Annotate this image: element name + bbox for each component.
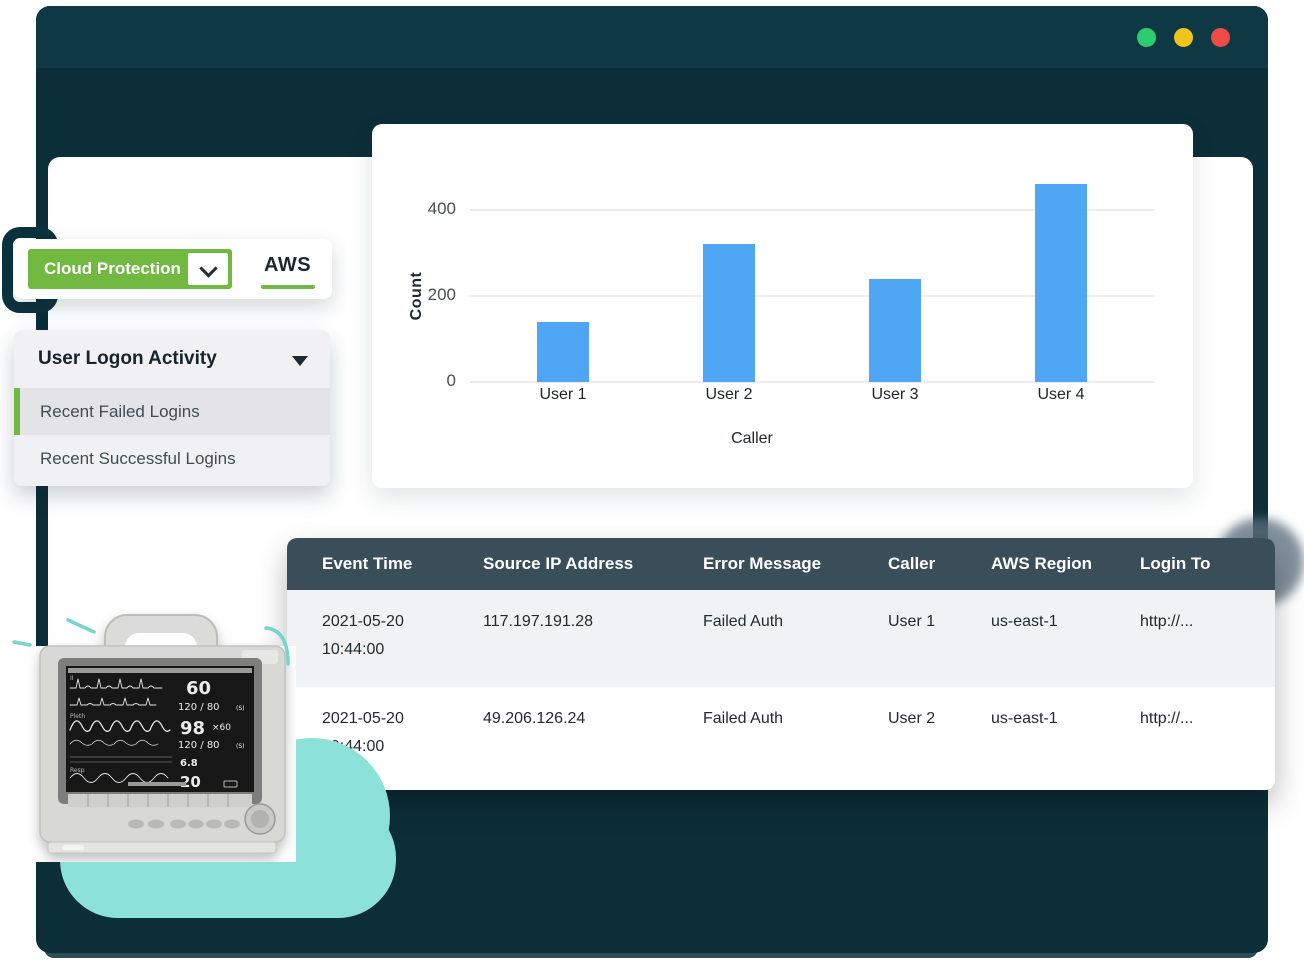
chart-bar-user-3	[869, 279, 921, 382]
monitor-cvp-value: 6.8	[180, 758, 198, 769]
table-header-row: Event Time Source IP Address Error Message…	[287, 538, 1275, 590]
chart-y-tick: 400	[427, 199, 456, 218]
traffic-lights	[1137, 28, 1230, 47]
table-row: 2021-05-20 10:44:00 49.206.126.24 Failed A…	[287, 687, 1275, 790]
failed-logins-table: Event Time Source IP Address Error Message…	[287, 538, 1275, 790]
menu-title: User Logon Activity	[38, 348, 217, 369]
chart-x-axis-label: Caller	[731, 430, 773, 447]
menu-item-recent-successful-logins[interactable]: Recent Successful Logins	[14, 435, 330, 482]
chart-y-tick: 0	[446, 371, 456, 390]
svg-text:(S): (S)	[236, 743, 245, 750]
dropdown-chevron-box	[188, 253, 228, 285]
monitor-resp-value: 20	[180, 773, 201, 791]
cell-caller: User 1	[888, 613, 936, 630]
chart-x-tick: User 2	[705, 386, 753, 403]
close-light-icon[interactable]	[1211, 28, 1230, 47]
menu-header[interactable]: User Logon Activity	[14, 330, 330, 388]
cell-login_to[interactable]: http://...	[1140, 710, 1194, 727]
monitor-nibp-bottom: 120 / 80	[178, 740, 220, 751]
cell-caller: User 2	[888, 710, 936, 727]
chart-x-tick: User 3	[871, 386, 919, 403]
cell-event_time: 2021-05-20 10:44:00	[322, 613, 404, 658]
svg-text:Resp: Resp	[70, 767, 85, 774]
monitor-nibp-top: 120 / 80	[178, 702, 220, 713]
user-logon-activity-menu: User Logon Activity Recent Failed Logins…	[14, 330, 330, 486]
teal-doodles	[12, 618, 290, 666]
cell-error_message: Failed Auth	[703, 710, 784, 727]
cell-login_to[interactable]: http://...	[1140, 613, 1194, 630]
doodle-dash-icon	[12, 640, 32, 647]
svg-text:II: II	[70, 675, 74, 682]
chart-y-tick: 200	[427, 285, 456, 304]
cell-aws_region: us-east-1	[991, 710, 1058, 727]
menu-item-label: Recent Successful Logins	[40, 449, 236, 468]
svg-text:(S): (S)	[236, 705, 245, 712]
chart-bar-user-4	[1035, 184, 1087, 382]
chevron-down-icon	[199, 259, 218, 278]
chart-card: 0 200 400 Count User 1 User 2 User 3 User 4 C…	[372, 124, 1193, 488]
chart-gridline	[470, 381, 1155, 383]
cell-source_ip: 117.197.191.28	[483, 613, 594, 630]
svg-text:Pleth: Pleth	[70, 713, 85, 720]
cell-source_ip: 49.206.126.24	[483, 710, 586, 727]
menu-item-recent-failed-logins[interactable]: Recent Failed Logins	[14, 388, 330, 435]
doodle-dash-icon	[66, 618, 96, 634]
chart-x-tick: User 1	[539, 386, 587, 403]
table-row: 2021-05-20 10:44:00 117.197.191.28 Failed …	[287, 590, 1275, 687]
aws-active-underline	[261, 285, 315, 289]
chart-bar-user-2	[703, 244, 755, 382]
column-header-login_to: Login To	[1140, 554, 1211, 573]
column-header-caller: Caller	[888, 554, 936, 573]
tab-aws[interactable]: AWS	[264, 254, 312, 276]
minimize-light-icon[interactable]	[1137, 28, 1156, 47]
chart-gridline	[470, 209, 1155, 211]
menu-item-label: Recent Failed Logins	[40, 402, 200, 421]
chart-bar-user-1	[537, 322, 589, 382]
active-item-indicator	[14, 388, 20, 435]
column-header-aws_region: AWS Region	[991, 554, 1093, 573]
chart-y-axis-label: Count	[408, 271, 425, 321]
monitor-hr-value: 60	[186, 678, 211, 699]
restore-light-icon[interactable]	[1174, 28, 1193, 47]
column-header-source_ip: Source IP Address	[483, 554, 634, 573]
monitor-spo2-value: 98	[180, 718, 205, 739]
cloud-protection-label: Cloud Protection	[44, 259, 181, 278]
cell-error_message: Failed Auth	[703, 613, 784, 630]
cell-aws_region: us-east-1	[991, 613, 1058, 630]
column-header-event_time: Event Time	[322, 554, 413, 573]
cloud-protection-dropdown-button[interactable]: Cloud Protection	[28, 249, 232, 289]
patient-monitor-illustration: II Pleth Resp 60 120 / 80 (S) 98 ×60 120…	[30, 614, 296, 862]
chart-gridline	[470, 295, 1155, 297]
window-titlebar	[36, 6, 1268, 68]
doodle-arc-icon	[264, 626, 290, 666]
cloud-protection-toolbar: Cloud Protection AWS	[14, 239, 332, 299]
column-header-error_message: Error Message	[703, 554, 822, 573]
chart-x-tick: User 4	[1037, 386, 1085, 403]
caret-down-icon	[292, 356, 308, 366]
monitor-pulse-value: ×60	[212, 723, 231, 733]
